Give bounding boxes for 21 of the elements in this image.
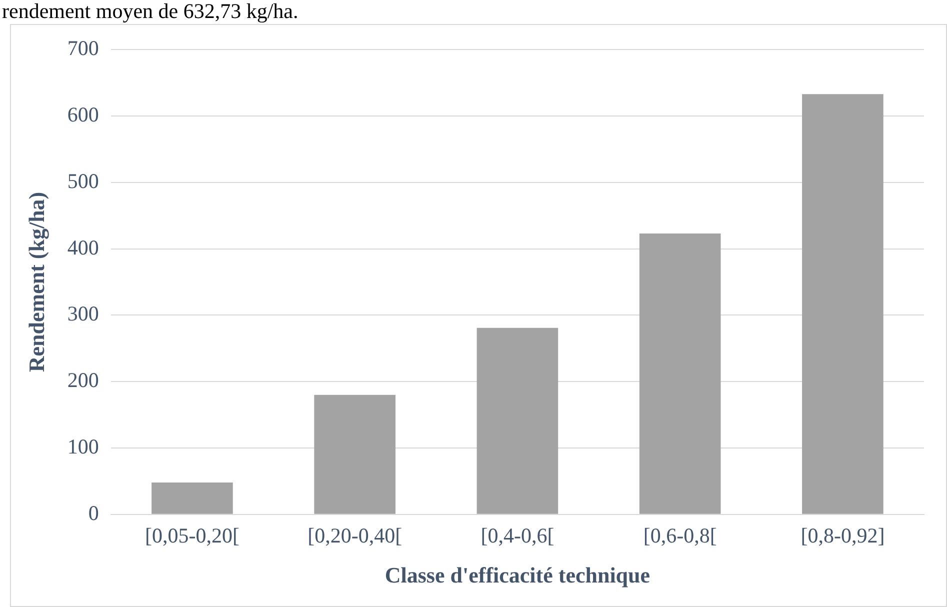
y-tick-label: 200 [67, 368, 99, 392]
bar [802, 94, 884, 514]
bar [152, 482, 233, 514]
bar [639, 234, 721, 514]
y-axis-title: Rendement (kg/ha) [24, 192, 49, 372]
x-tick-label: [0,05-0,20[ [144, 524, 240, 548]
y-tick-label: 600 [67, 102, 99, 127]
x-tick-label: [0,4-0,6[ [480, 524, 554, 548]
x-axis-title: Classe d'efficacité technique [384, 562, 650, 588]
y-tick-label: 400 [67, 235, 99, 260]
bar [314, 394, 396, 514]
y-tick-label: 500 [67, 168, 99, 193]
y-tick-label: 300 [67, 302, 99, 326]
x-tick-label: [0,8-0,92] [800, 524, 885, 548]
bar [476, 328, 558, 514]
text: rendement moyen de 632,73 kg/ha. [1, 0, 300, 23]
y-tick-label: 700 [67, 36, 99, 60]
x-tick-label: [0,20-0,40[ [308, 524, 402, 548]
x-tick-label: [0,6-0,8[ [643, 524, 717, 548]
y-tick-label: 100 [67, 434, 99, 459]
y-tick-label: 0 [88, 500, 99, 525]
